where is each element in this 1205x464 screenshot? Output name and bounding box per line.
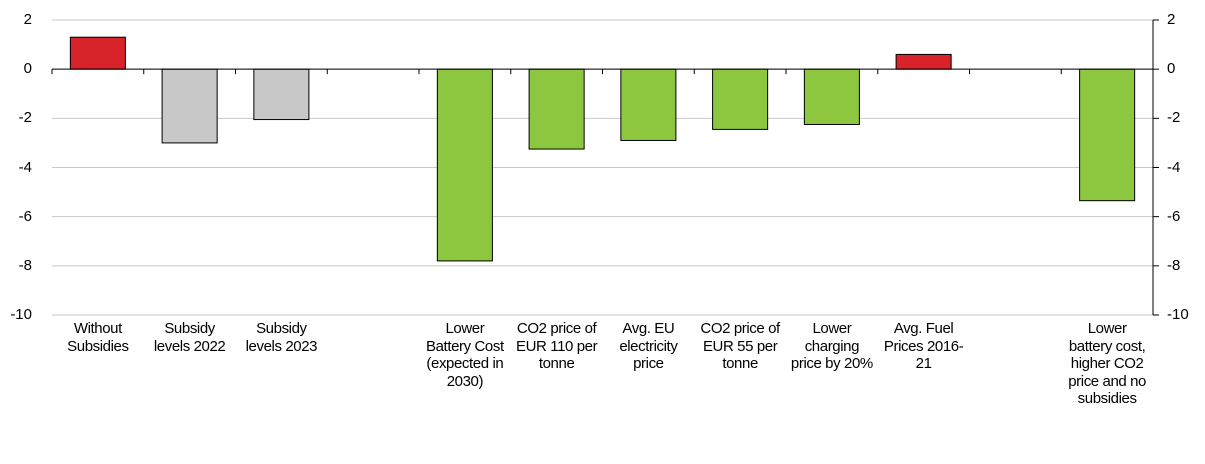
- y-tick-label: -4: [18, 158, 32, 176]
- x-tick-label: Lower Battery Cost (expected in 2030): [426, 320, 504, 390]
- bar: [69, 36, 126, 70]
- bar: [528, 68, 585, 150]
- x-tick-label: Lower charging price by 20%: [790, 320, 873, 372]
- y-tick-label: -2: [18, 109, 32, 127]
- bar: [803, 68, 860, 125]
- bar: [253, 68, 310, 121]
- x-tick-label: Subsidy levels 2022: [153, 320, 226, 355]
- bar: [1079, 68, 1136, 202]
- y2-tick-label: -2: [1167, 109, 1181, 127]
- y-tick-label: 0: [23, 60, 32, 78]
- y2-tick-label: -10: [1167, 306, 1189, 323]
- x-tick-label: CO2 price of EUR 110 per tonne: [516, 320, 598, 372]
- y2-tick-label: 2: [1167, 11, 1176, 28]
- y2-tick-label: -4: [1167, 158, 1181, 176]
- y2-tick-label: -8: [1167, 256, 1181, 274]
- bar: [712, 68, 769, 130]
- bar: [161, 68, 218, 144]
- x-tick-label: Lower battery cost, higher CO2 price and…: [1068, 320, 1146, 407]
- y2-tick-label: -6: [1167, 207, 1181, 225]
- y-tick-label: -10: [10, 306, 32, 323]
- bar: [620, 68, 677, 141]
- x-tick-label: CO2 price of EUR 55 per tonne: [700, 320, 780, 372]
- x-tick-label: Avg. Fuel Prices 2016-21: [883, 320, 964, 372]
- x-tick-label: Avg. EU electricity price: [619, 320, 678, 372]
- y-tick-label: 2: [23, 11, 32, 28]
- bar: [436, 68, 493, 262]
- x-tick-label: Subsidy levels 2023: [245, 320, 318, 355]
- bar: [895, 53, 952, 70]
- y-tick-label: -8: [18, 256, 32, 274]
- y2-tick-label: 0: [1167, 60, 1176, 78]
- y-tick-label: -6: [18, 207, 32, 225]
- x-tick-label: Without Subsidies: [67, 320, 129, 355]
